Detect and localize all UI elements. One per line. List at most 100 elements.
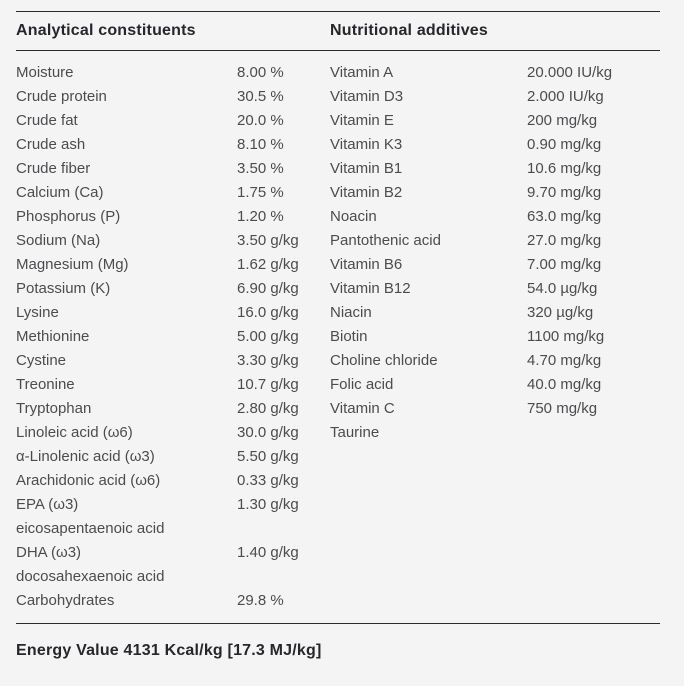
row-label: DHA (ω3) [16,544,82,561]
table-row: Methionine 5.00 g/kg [16,325,330,349]
row-value: 10.6 mg/kg [527,160,602,177]
row-value: 320 µg/kg [527,304,594,321]
row-value: 30.5 % [237,88,284,105]
table-row: Calcium (Ca) 1.75 % [16,181,330,205]
row-label: Vitamin C [330,400,395,417]
row-value: 27.0 mg/kg [527,232,602,249]
row-label: docosahexaenoic acid [16,568,165,585]
row-value: 63.0 mg/kg [527,208,602,225]
table-row: Cystine 3.30 g/kg [16,349,330,373]
row-value: 1100 mg/kg [527,328,605,345]
row-value: 20.000 IU/kg [527,64,613,81]
row-label: Calcium (Ca) [16,184,104,201]
table-row: Sodium (Na) 3.50 g/kg [16,229,330,253]
row-label: Folic acid [330,376,394,393]
row-value: 4.70 mg/kg [527,352,602,369]
row-value: 8.10 % [237,136,284,153]
row-value: 2.000 IU/kg [527,88,604,105]
row-label: Noacin [330,208,377,225]
table-row: Crude ash 8.10 % [16,133,330,157]
table-row: EPA (ω3) 1.30 g/kg [16,493,330,517]
table-row: Tryptophan 2.80 g/kg [16,397,330,421]
header-divider [16,50,660,51]
row-value: 5.00 g/kg [237,328,299,345]
row-value: 2.80 g/kg [237,400,299,417]
table-row: Vitamin B2 9.70 mg/kg [330,181,660,205]
table-row: Vitamin B1 10.6 mg/kg [330,157,660,181]
row-value: 1.30 g/kg [237,496,299,513]
row-label: Crude ash [16,136,86,153]
row-value: 16.0 g/kg [237,304,299,321]
table-row: α-Linolenic acid (ω3) 5.50 g/kg [16,445,330,469]
row-value: 3.50 % [237,160,284,177]
row-value: 0.90 mg/kg [527,136,602,153]
analytical-constituents-column: Moisture 8.00 % Crude protein 30.5 % Cru… [16,61,330,613]
row-label: Arachidonic acid (ω6) [16,472,161,489]
row-label: Taurine [330,424,380,441]
table-row: Moisture 8.00 % [16,61,330,85]
table-row: DHA (ω3) 1.40 g/kg [16,541,330,565]
row-value: 750 mg/kg [527,400,598,417]
table-row: Vitamin B6 7.00 mg/kg [330,253,660,277]
row-value [237,517,330,541]
table-row: Vitamin K3 0.90 mg/kg [330,133,660,157]
table-row: Crude fat 20.0 % [16,109,330,133]
row-label: Potassium (K) [16,280,111,297]
row-label: Lysine [16,304,59,321]
row-label: Phosphorus (P) [16,208,121,225]
row-label: Magnesium (Mg) [16,256,129,273]
table-row: Vitamin C 750 mg/kg [330,397,660,421]
row-value: 1.40 g/kg [237,544,299,561]
row-label: EPA (ω3) [16,496,79,513]
footer-divider [16,623,660,624]
row-label: Vitamin B6 [330,256,403,273]
row-value: 6.90 g/kg [237,280,299,297]
row-value [237,565,330,589]
row-value [527,421,660,445]
row-value: 5.50 g/kg [237,448,299,465]
table-row: Pantothenic acid 27.0 mg/kg [330,229,660,253]
top-divider [16,11,660,12]
row-value: 10.7 g/kg [237,376,299,393]
table-row: Niacin 320 µg/kg [330,301,660,325]
row-value: 0.33 g/kg [237,472,299,489]
table-row: Folic acid 40.0 mg/kg [330,373,660,397]
table-row: Vitamin E 200 mg/kg [330,109,660,133]
row-label: Vitamin D3 [330,88,404,105]
row-value: 30.0 g/kg [237,424,299,441]
row-label: Cystine [16,352,67,369]
row-label: Choline chloride [330,352,438,369]
table-row: eicosapentaenoic acid [16,517,330,541]
analytical-constituents-title: Analytical constituents [16,22,196,39]
row-value: 7.00 mg/kg [527,256,602,273]
table-row: Treonine 10.7 g/kg [16,373,330,397]
row-label: Pantothenic acid [330,232,441,249]
table-row: Noacin 63.0 mg/kg [330,205,660,229]
section-headers: Analytical constituents Nutritional addi… [16,12,660,50]
nutritional-additives-title: Nutritional additives [330,22,488,39]
table-row: Carbohydrates 29.8 % [16,589,330,613]
row-label: Moisture [16,64,74,81]
row-label: Methionine [16,328,90,345]
row-label: Crude protein [16,88,107,105]
footer: Energy Value 4131 Kcal/kg [17.3 MJ/kg] [16,624,660,663]
table-row: docosahexaenoic acid [16,565,330,589]
row-value: 40.0 mg/kg [527,376,602,393]
row-label: eicosapentaenoic acid [16,520,165,537]
table-row: Vitamin B12 54.0 µg/kg [330,277,660,301]
table-row: Potassium (K) 6.90 g/kg [16,277,330,301]
row-label: Vitamin A [330,64,394,81]
table-row: Arachidonic acid (ω6) 0.33 g/kg [16,469,330,493]
table-row: Taurine [330,421,660,445]
row-label: Vitamin E [330,112,394,129]
table-row: Crude fiber 3.50 % [16,157,330,181]
table-body: Moisture 8.00 % Crude protein 30.5 % Cru… [16,51,660,623]
row-label: Crude fat [16,112,78,129]
row-label: Sodium (Na) [16,232,101,249]
row-value: 54.0 µg/kg [527,280,598,297]
row-value: 29.8 % [237,592,284,609]
row-value: 8.00 % [237,64,284,81]
nutrition-table: Analytical constituents Nutritional addi… [16,11,660,663]
row-label: Biotin [330,328,368,345]
